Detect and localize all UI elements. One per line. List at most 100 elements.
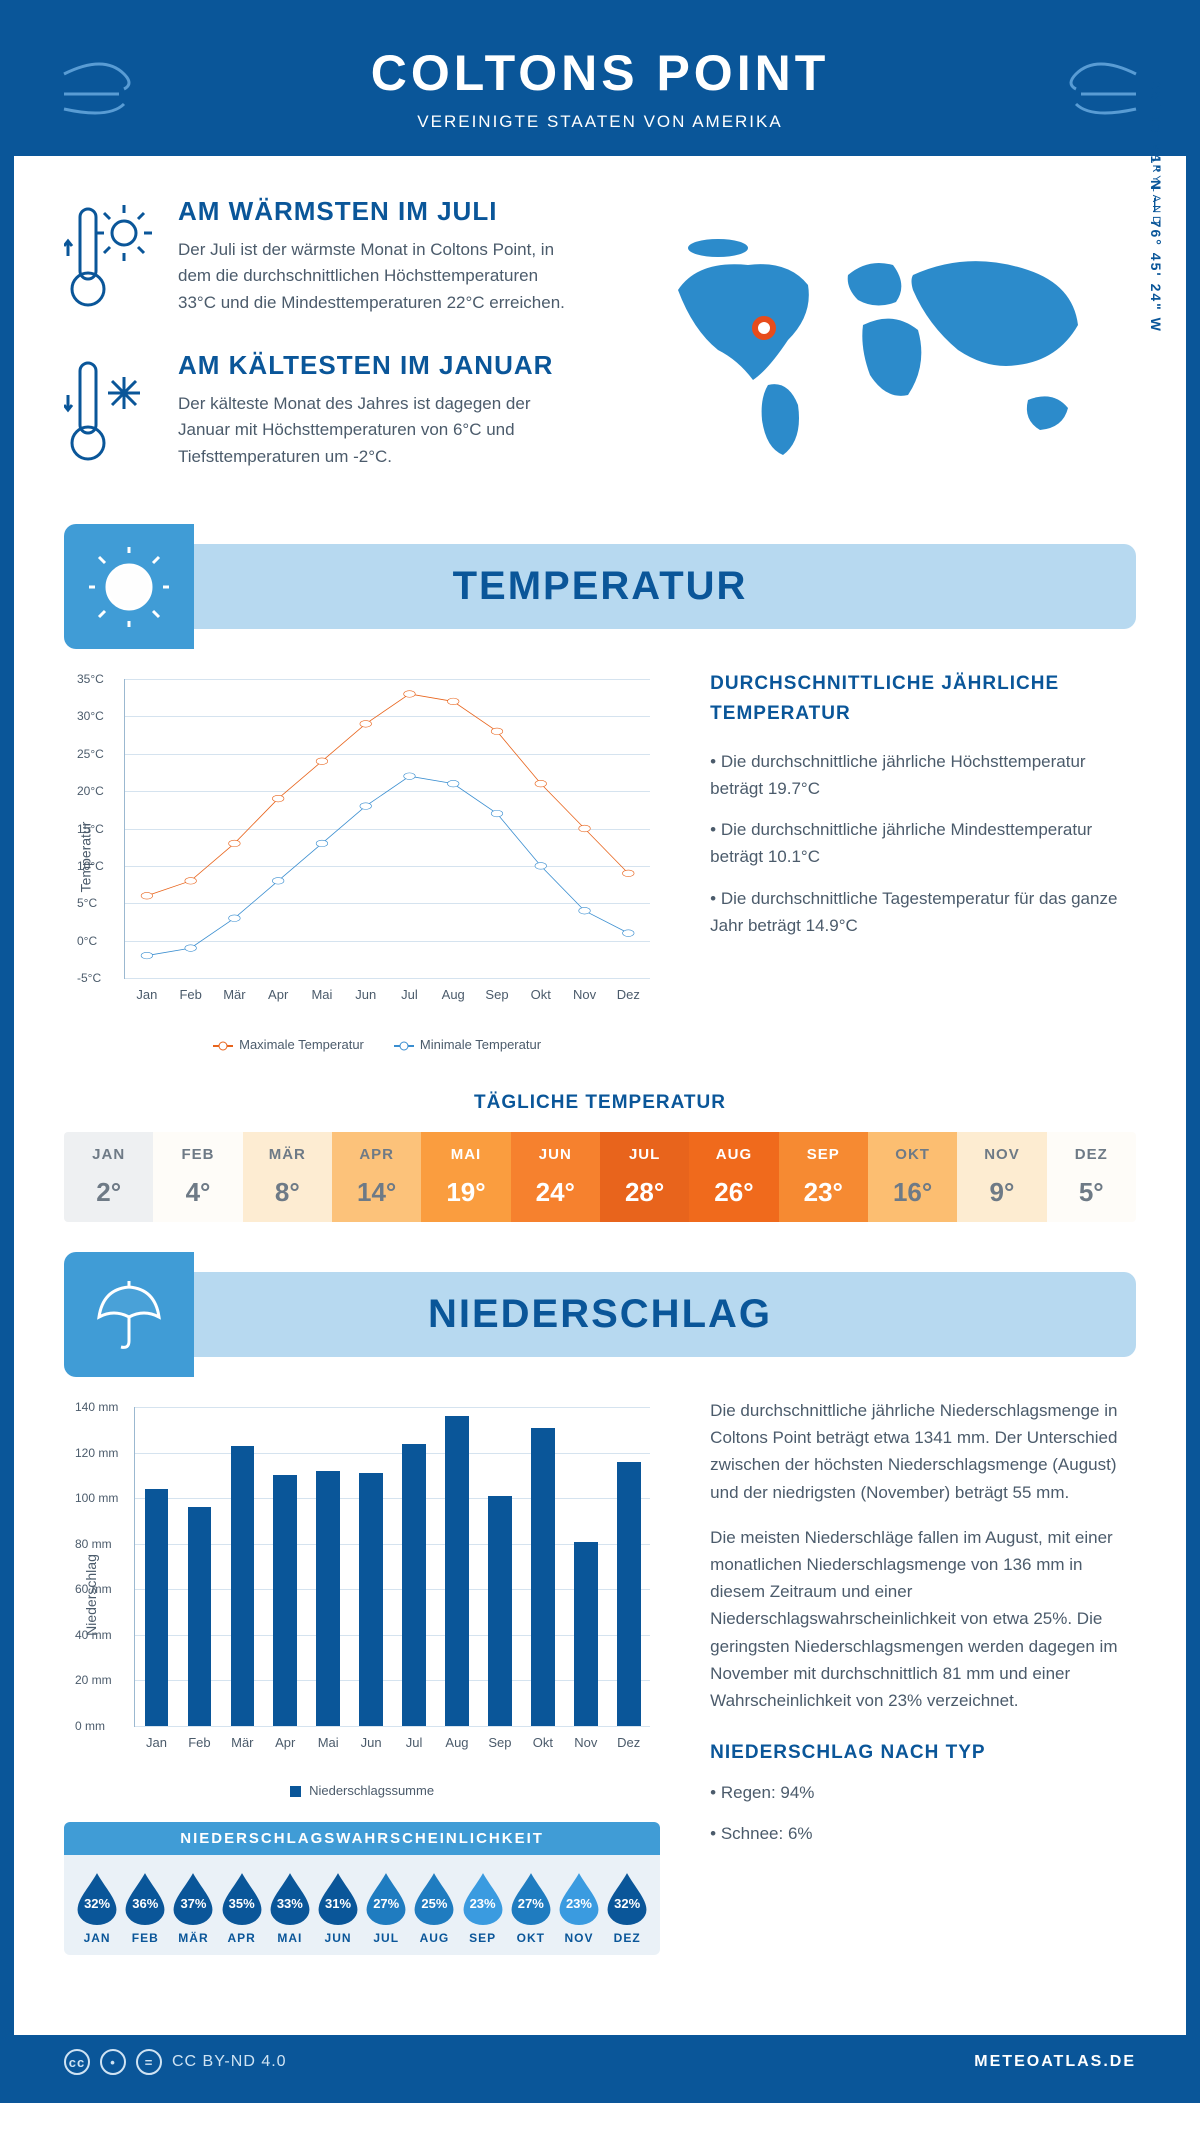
probability-cell: 37%MÄR xyxy=(170,1871,216,1945)
temp-xtick: Feb xyxy=(179,987,201,1002)
probability-cell: 36%FEB xyxy=(122,1871,168,1945)
nd-icon: = xyxy=(136,2049,162,2075)
precip-legend: Niederschlagssumme xyxy=(64,1783,660,1798)
daily-temp-cell: JUL28° xyxy=(600,1132,689,1222)
page-subtitle: VEREINIGTE STAATEN VON AMERIKA xyxy=(14,112,1186,132)
daily-temp-cell: DEZ5° xyxy=(1047,1132,1136,1222)
warmest-text: Der Juli ist der wärmste Monat in Colton… xyxy=(178,237,580,316)
map-marker-icon xyxy=(752,316,776,340)
precip-xtick: Mai xyxy=(318,1735,339,1750)
precip-ytick: 40 mm xyxy=(75,1628,112,1642)
temp-ytick: -5°C xyxy=(77,971,101,985)
temp-xtick: Sep xyxy=(485,987,508,1002)
coldest-text: Der kälteste Monat des Jahres ist dagege… xyxy=(178,391,580,470)
precip-p1: Die durchschnittliche jährliche Niedersc… xyxy=(710,1397,1136,1506)
intro-text: AM WÄRMSTEN IM JULI Der Juli ist der wär… xyxy=(64,196,580,504)
precip-rain: • Regen: 94% xyxy=(710,1779,1136,1806)
probability-cell: 27%JUL xyxy=(363,1871,409,1945)
precip-bar xyxy=(316,1471,340,1726)
precip-xtick: Nov xyxy=(574,1735,597,1750)
precip-by-type-heading: NIEDERSCHLAG NACH TYP xyxy=(710,1738,1136,1768)
coldest-block: AM KÄLTESTEN IM JANUAR Der kälteste Mona… xyxy=(64,350,580,470)
daily-temp-cell: OKT16° xyxy=(868,1132,957,1222)
precip-bar xyxy=(617,1462,641,1726)
probability-strip: 32%JAN36%FEB37%MÄR35%APR33%MAI31%JUN27%J… xyxy=(64,1855,660,1955)
thermometer-hot-icon xyxy=(64,196,154,316)
probability-cell: 23%NOV xyxy=(556,1871,602,1945)
precip-bar xyxy=(273,1475,297,1726)
precip-xtick: Aug xyxy=(445,1735,468,1750)
temp-legend-label: Maximale Temperatur xyxy=(239,1037,364,1052)
coordinates: 38° 13' 51" N — 76° 45' 24" W xyxy=(1148,82,1164,333)
precip-snow: • Schnee: 6% xyxy=(710,1820,1136,1847)
precip-text: Die durchschnittliche jährliche Niedersc… xyxy=(710,1397,1136,1955)
precip-xtick: Feb xyxy=(188,1735,210,1750)
precip-xtick: Jun xyxy=(361,1735,382,1750)
precip-ytick: 80 mm xyxy=(75,1537,112,1551)
precip-bar xyxy=(488,1496,512,1726)
daily-temp-cell: FEB4° xyxy=(153,1132,242,1222)
temp-ytick: 30°C xyxy=(77,709,104,723)
coldest-title: AM KÄLTESTEN IM JANUAR xyxy=(178,350,580,381)
section-precip-banner: NIEDERSCHLAG xyxy=(64,1272,1136,1357)
infographic-frame: COLTONS POINT VEREINIGTE STAATEN VON AME… xyxy=(0,0,1200,2103)
precip-bar xyxy=(531,1428,555,1726)
temp-xtick: Jul xyxy=(401,987,418,1002)
temp-xtick: Mär xyxy=(223,987,245,1002)
world-map: MARYLAND 38° 13' 51" N — 76° 45' 24" W xyxy=(620,196,1136,504)
probability-cell: 35%APR xyxy=(219,1871,265,1945)
cc-icon: cc xyxy=(64,2049,90,2075)
precip-ytick: 100 mm xyxy=(75,1491,118,1505)
header: COLTONS POINT VEREINIGTE STAATEN VON AME… xyxy=(14,14,1186,156)
precip-bar xyxy=(231,1446,255,1726)
precip-heading: NIEDERSCHLAG xyxy=(64,1292,1136,1337)
probability-cell: 33%MAI xyxy=(267,1871,313,1945)
precip-xtick: Jul xyxy=(406,1735,423,1750)
daily-temp-title: TÄGLICHE TEMPERATUR xyxy=(64,1092,1136,1114)
temp-xtick: Jun xyxy=(355,987,376,1002)
precip-bar xyxy=(145,1489,169,1726)
precip-bar xyxy=(445,1416,469,1726)
precip-p2: Die meisten Niederschläge fallen im Augu… xyxy=(710,1524,1136,1714)
probability-cell: 25%AUG xyxy=(411,1871,457,1945)
temp-ytick: 15°C xyxy=(77,822,104,836)
precip-xtick: Okt xyxy=(533,1735,553,1750)
warmest-title: AM WÄRMSTEN IM JULI xyxy=(178,196,580,227)
temp-legend: Maximale TemperaturMinimale Temperatur xyxy=(64,1037,660,1052)
precip-xtick: Jan xyxy=(146,1735,167,1750)
temp-summary-heading: DURCHSCHNITTLICHE JÄHRLICHE TEMPERATUR xyxy=(710,669,1136,730)
temp-bullet: • Die durchschnittliche jährliche Höchst… xyxy=(710,748,1136,802)
temperature-summary: DURCHSCHNITTLICHE JÄHRLICHE TEMPERATUR •… xyxy=(710,669,1136,1052)
temp-xtick: Apr xyxy=(268,987,288,1002)
daily-temp-cell: APR14° xyxy=(332,1132,421,1222)
warmest-block: AM WÄRMSTEN IM JULI Der Juli ist der wär… xyxy=(64,196,580,316)
precip-row: Niederschlag 0 mm20 mm40 mm60 mm80 mm100… xyxy=(64,1397,1136,1955)
temp-ytick: 5°C xyxy=(77,896,97,910)
temp-ytick: 20°C xyxy=(77,784,104,798)
temp-xtick: Mai xyxy=(311,987,332,1002)
license: cc • = CC BY-ND 4.0 xyxy=(64,2049,287,2075)
daily-temp-cell: JAN2° xyxy=(64,1132,153,1222)
thermometer-cold-icon xyxy=(64,350,154,470)
probability-cell: 31%JUN xyxy=(315,1871,361,1945)
temp-ytick: 10°C xyxy=(77,859,104,873)
temp-xtick: Aug xyxy=(442,987,465,1002)
precip-xtick: Mär xyxy=(231,1735,253,1750)
temp-ytick: 35°C xyxy=(77,672,104,686)
temp-ytick: 0°C xyxy=(77,934,97,948)
temperature-heading: TEMPERATUR xyxy=(64,564,1136,609)
probability-title: NIEDERSCHLAGSWAHRSCHEINLICHKEIT xyxy=(64,1822,660,1855)
sun-icon xyxy=(64,524,194,649)
site-name: METEOATLAS.DE xyxy=(974,2053,1136,2071)
temp-xtick: Nov xyxy=(573,987,596,1002)
probability-cell: 32%JAN xyxy=(74,1871,120,1945)
content: AM WÄRMSTEN IM JULI Der Juli ist der wär… xyxy=(14,156,1186,2035)
daily-temp-cell: AUG26° xyxy=(689,1132,778,1222)
precip-ytick: 20 mm xyxy=(75,1673,112,1687)
temperature-row: Temperatur -5°C0°C5°C10°C15°C20°C25°C30°… xyxy=(64,669,1136,1052)
temp-ytick: 25°C xyxy=(77,747,104,761)
daily-temp-cell: JUN24° xyxy=(511,1132,600,1222)
wind-icon xyxy=(54,44,154,136)
daily-temp-cell: MAI19° xyxy=(421,1132,510,1222)
precip-bar xyxy=(188,1507,212,1726)
